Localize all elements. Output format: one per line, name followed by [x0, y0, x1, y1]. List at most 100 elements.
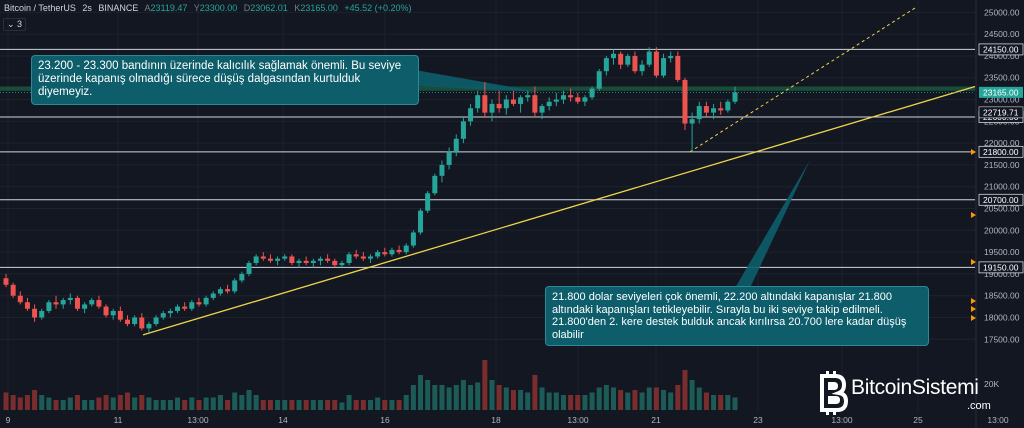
candle-body	[668, 55, 674, 59]
candle-body	[711, 108, 717, 113]
candle-body	[432, 175, 438, 194]
y-tick-label: 20500.00	[984, 204, 1020, 214]
volume-bar	[568, 395, 574, 410]
volume-bar	[725, 395, 731, 410]
x-tick-label: 13:00	[987, 415, 1009, 425]
support-trendline	[142, 85, 976, 336]
y-tick-label: 21000.00	[984, 182, 1020, 192]
candle-body	[418, 210, 424, 233]
volume-bar	[10, 395, 16, 410]
candle-body	[360, 256, 366, 259]
low-value: 23062.01	[250, 3, 288, 13]
candle-body	[103, 306, 109, 316]
candle-body	[60, 300, 66, 305]
volume-bar	[346, 395, 352, 410]
candle-body	[24, 302, 30, 309]
volume-bar	[74, 395, 80, 410]
volume-bar	[668, 392, 674, 410]
volume-bar	[196, 400, 202, 410]
volume-bar	[696, 387, 702, 410]
volume-bar	[368, 400, 373, 410]
candle-body	[10, 284, 16, 296]
volume-bar	[382, 400, 388, 410]
volume-bar	[225, 400, 231, 410]
volume-bar	[175, 397, 181, 410]
candle-body	[217, 289, 223, 294]
x-tick-label: 14	[278, 415, 288, 425]
volume-bar	[582, 395, 588, 410]
volume-bar	[460, 380, 466, 410]
volume-bar	[539, 387, 545, 410]
candle-body	[125, 319, 130, 325]
y-tick-label: 17500.00	[984, 334, 1020, 344]
candle-body	[246, 263, 252, 274]
candle-body	[596, 71, 602, 89]
interval-label[interactable]: 2s	[82, 3, 92, 13]
volume-bar	[210, 397, 216, 410]
volume-bar	[646, 387, 652, 410]
candle-body	[182, 306, 188, 309]
candle-body	[625, 55, 631, 65]
x-tick-label: 21	[651, 415, 661, 425]
y-tick-label: 21500.00	[984, 160, 1020, 170]
candle-body	[89, 300, 95, 305]
candle-body	[439, 164, 445, 176]
indicators-toggle[interactable]: ⌄ 3	[3, 18, 27, 31]
volume-bar	[389, 400, 395, 410]
volume-bar	[468, 385, 474, 410]
change-value: +45.52 (+0.20%)	[344, 3, 412, 13]
current-price-label: 23165.00	[983, 87, 1019, 97]
volume-bar	[246, 390, 252, 410]
volume-bar	[611, 387, 616, 410]
channel-dashed-line	[689, 7, 916, 153]
candle-body	[718, 108, 724, 111]
candle-body	[653, 51, 659, 76]
volume-bar	[396, 400, 402, 410]
volume-bar	[532, 375, 538, 410]
volume-bar	[182, 400, 188, 410]
volume-bar	[275, 400, 281, 410]
candle-body	[3, 278, 9, 285]
candle-body	[74, 297, 80, 309]
candle-body	[275, 258, 281, 261]
y-tick-label: 25000.00	[984, 7, 1020, 17]
candle-body	[82, 304, 88, 309]
callout-support-note: 21.800 dolar seviyeleri çok önemli, 22.2…	[545, 286, 929, 346]
volume-bar	[110, 397, 116, 410]
volume-bar	[689, 380, 695, 410]
volume-bar	[46, 397, 52, 410]
volume-bar	[60, 400, 66, 410]
volume-bar	[439, 385, 445, 410]
volume-tick-label: 20K	[984, 379, 999, 389]
candle-body	[196, 302, 202, 305]
volume-bar	[325, 400, 331, 410]
volume-bar	[639, 392, 645, 410]
volume-bar	[446, 387, 452, 410]
volume-bar	[239, 395, 245, 410]
y-tick-label: 19000.00	[984, 269, 1020, 279]
close-value: 23165.00	[300, 3, 338, 13]
volume-bar	[339, 402, 345, 410]
y-tick-label: 24000.00	[984, 51, 1020, 61]
volume-bar	[718, 395, 724, 410]
candle-body	[703, 106, 709, 113]
indicators-count: 3	[17, 19, 23, 29]
candle-body	[353, 254, 359, 257]
candle-body	[603, 58, 609, 72]
chart-header: Bitcoin / TetherUS 2s BINANCE A23119.47 …	[4, 3, 415, 13]
volume-bar	[53, 400, 59, 410]
y-tick-label: 23500.00	[984, 73, 1020, 83]
volume-bar	[3, 392, 9, 410]
candle-body	[296, 260, 302, 263]
candle-body	[189, 302, 195, 309]
candle-body	[482, 95, 488, 113]
candle-body	[117, 310, 123, 320]
level-price-label: 21800.00	[983, 147, 1019, 157]
candle-body	[496, 103, 502, 109]
volume-bar	[132, 397, 138, 410]
volume-bar	[139, 395, 145, 410]
volume-bar	[332, 400, 338, 410]
volume-bar	[653, 387, 659, 410]
symbol-name[interactable]: Bitcoin / TetherUS	[4, 3, 76, 13]
y-tick-label: 18500.00	[984, 291, 1020, 301]
